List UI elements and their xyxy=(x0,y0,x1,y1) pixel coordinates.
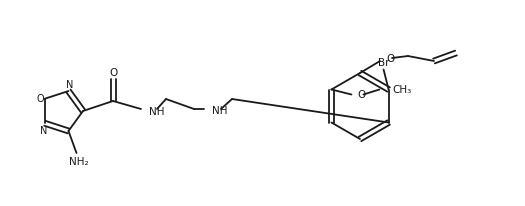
Text: O: O xyxy=(358,90,366,100)
Text: N: N xyxy=(40,126,48,136)
Text: O: O xyxy=(109,68,117,78)
Text: N: N xyxy=(66,80,73,90)
Text: O: O xyxy=(36,93,44,103)
Text: NH₂: NH₂ xyxy=(69,156,88,166)
Text: Br: Br xyxy=(378,58,390,68)
Text: NH: NH xyxy=(212,105,227,115)
Text: NH: NH xyxy=(149,107,164,116)
Text: O: O xyxy=(386,54,394,64)
Text: CH₃: CH₃ xyxy=(392,85,412,95)
